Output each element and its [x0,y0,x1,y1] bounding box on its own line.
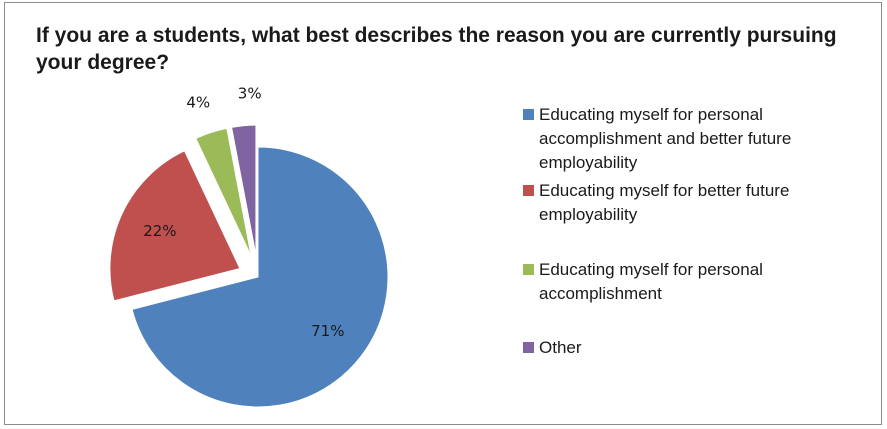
legend-label: Educating myself for better future emplo… [539,181,790,224]
pie-data-label: 22% [143,222,176,240]
legend-swatch [523,109,534,120]
pie-slices [109,124,389,408]
chart-title: If you are a students, what best describ… [36,24,837,74]
legend-label: Educating myself for personal accomplish… [539,105,792,172]
legend-item-employability: Educating myself for better future emplo… [523,179,863,227]
legend-item-personal-accomplishment: Educating myself for personal accomplish… [523,258,863,306]
pie-data-label: 71% [311,322,344,340]
pie-slice-employability [109,150,241,302]
pie-slice-personal-and-employability [131,146,389,408]
legend-label: Educating myself for personal accomplish… [539,260,763,303]
legend-swatch [523,185,534,196]
pie-data-labels: 71% 22% 4% 3% [143,84,344,340]
legend-item-other: Other [523,336,863,360]
pie-slice-other [230,124,257,256]
legend-swatch [523,264,534,275]
pie-slice-personal-accomplishment [195,127,252,257]
pie-data-label: 3% [238,84,262,102]
legend-swatch [523,342,534,353]
legend-item-personal-and-employability: Educating myself for personal accomplish… [523,103,863,175]
legend-label: Other [539,338,582,357]
pie-data-label: 4% [186,93,210,111]
